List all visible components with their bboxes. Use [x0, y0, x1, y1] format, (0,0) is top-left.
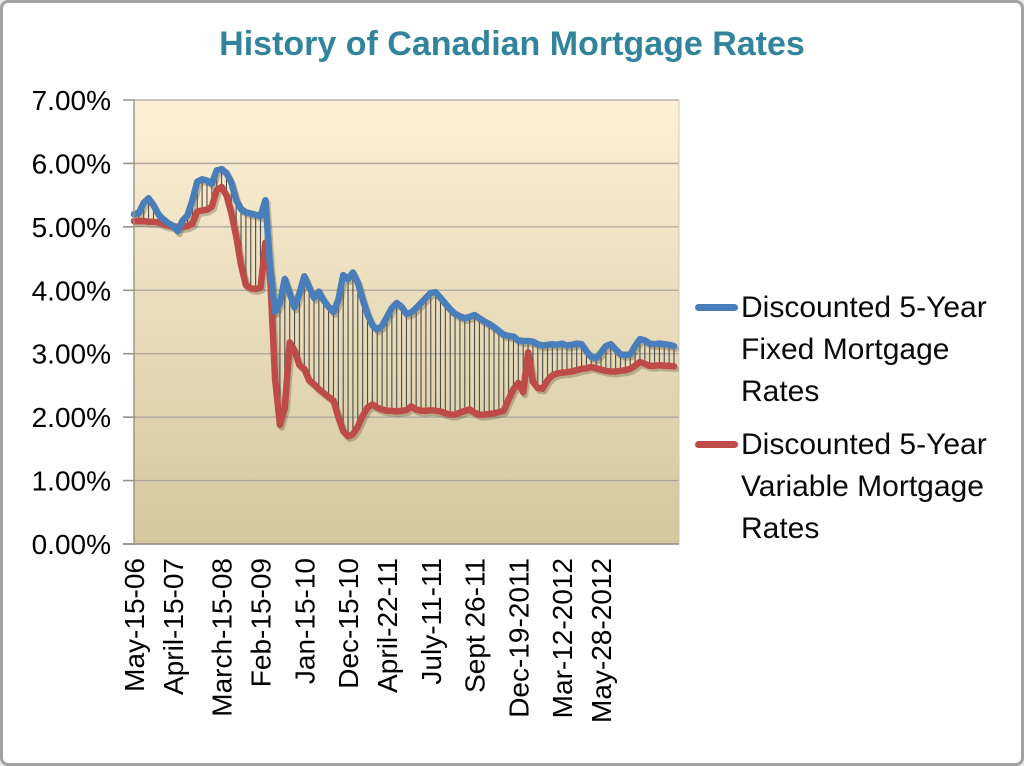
- chart-legend: Discounted 5-Year Fixed Mortgage Rates D…: [695, 287, 1017, 550]
- y-axis-label: 5.00%: [32, 212, 111, 243]
- x-axis-label: Jan-15-10: [289, 558, 320, 684]
- y-axis-label: 0.00%: [32, 529, 111, 560]
- x-axis-label: April-22-11: [372, 558, 403, 693]
- y-axis-label: 6.00%: [32, 148, 111, 179]
- y-axis-label: 7.00%: [32, 85, 111, 116]
- y-axis-label: 2.00%: [32, 402, 111, 433]
- variable-series-line-icon: [695, 441, 738, 448]
- mortgage-rates-chart: 7.00% 6.00% 5.00% 4.00% 3.00% 2.00% 1.00% 0.00%…: [32, 85, 680, 723]
- legend-item-fixed: Discounted 5-Year Fixed Mortgage Rates: [695, 287, 1017, 413]
- chart-title: History of Canadian Mortgage Rates: [219, 25, 805, 63]
- x-axis-label: Sept 26-11: [460, 558, 491, 693]
- x-axis-label: May-28-2012: [586, 558, 617, 723]
- x-axis-label: Dec-19-2011: [503, 558, 534, 718]
- x-axis-label: March-15-08: [207, 558, 238, 717]
- legend-label-variable: Discounted 5-Year Variable Mortgage Rate…: [741, 428, 987, 545]
- x-axis-label: Dec-15-10: [333, 558, 364, 689]
- x-axis-label: May-15-06: [119, 558, 150, 692]
- x-axis-label: Feb-15-09: [245, 558, 276, 687]
- x-axis-label: April-15-07: [158, 558, 189, 695]
- y-axis-label: 1.00%: [32, 466, 111, 497]
- y-axis-label: 4.00%: [32, 275, 111, 306]
- variable-series-line: [130, 183, 678, 440]
- y-axis-label: 3.00%: [32, 339, 111, 370]
- legend-item-variable: Discounted 5-Year Variable Mortgage Rate…: [695, 424, 1017, 550]
- x-axis-label: Mar-12-2012: [547, 558, 578, 718]
- fixed-series-line: [130, 165, 678, 362]
- legend-label-fixed: Discounted 5-Year Fixed Mortgage Rates: [741, 291, 987, 408]
- fixed-series-line-icon: [695, 304, 738, 311]
- x-axis-label: July-11-11: [416, 558, 447, 685]
